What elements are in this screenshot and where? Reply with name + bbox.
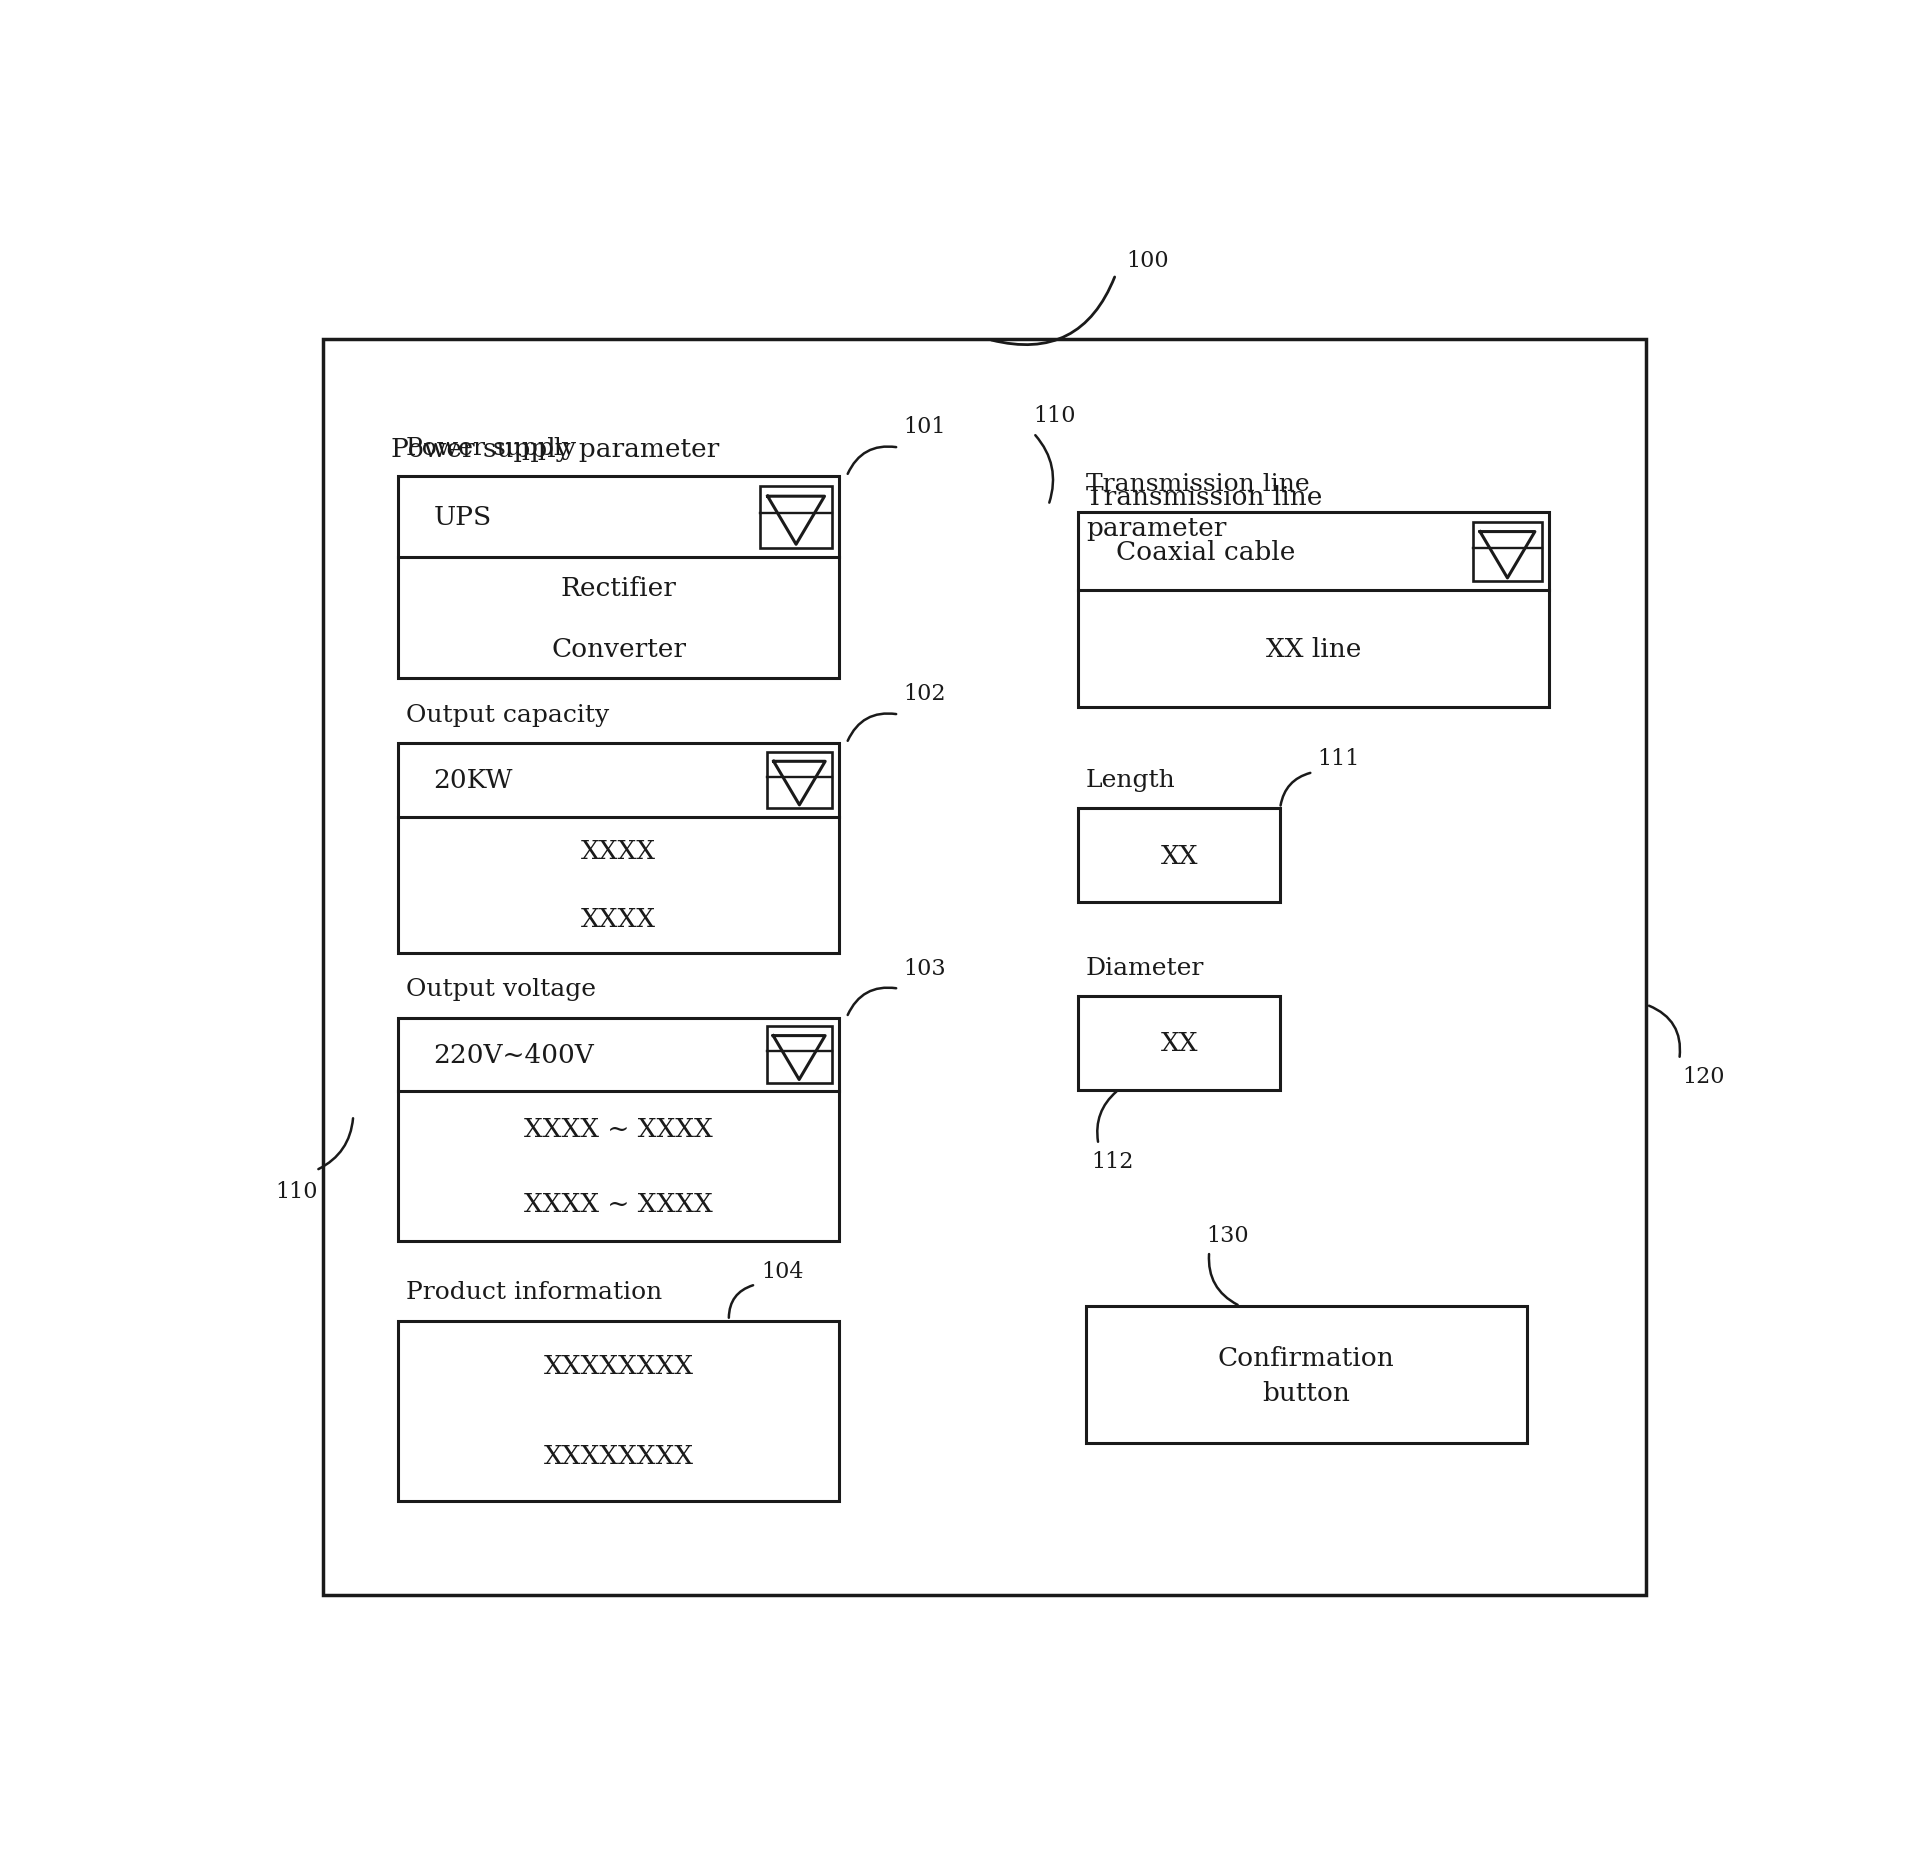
Bar	[397, 1320, 839, 1500]
Text: 102: 102	[903, 684, 945, 704]
Bar	[760, 487, 831, 549]
Text: 120: 120	[1682, 1066, 1725, 1088]
Bar	[766, 1026, 831, 1083]
FancyArrowPatch shape	[847, 989, 897, 1015]
Text: 103: 103	[903, 957, 945, 980]
Text: Transmission line
parameter: Transmission line parameter	[1086, 485, 1321, 539]
Bar	[1078, 996, 1281, 1090]
Bar	[397, 478, 839, 680]
FancyArrowPatch shape	[729, 1285, 752, 1319]
FancyArrowPatch shape	[1649, 1006, 1680, 1056]
Text: XXXX ~ XXXX: XXXX ~ XXXX	[525, 1116, 714, 1143]
Text: Confirmation
button: Confirmation button	[1217, 1345, 1395, 1405]
Text: Converter: Converter	[552, 637, 687, 661]
Bar	[1078, 513, 1549, 708]
FancyArrowPatch shape	[847, 714, 897, 742]
Bar	[1042, 463, 1601, 1234]
Bar	[397, 744, 839, 953]
Text: 130: 130	[1206, 1223, 1248, 1246]
Bar	[397, 1019, 839, 1242]
Bar	[324, 341, 1647, 1596]
Text: XXXX ~ XXXX: XXXX ~ XXXX	[525, 1191, 714, 1217]
FancyArrowPatch shape	[992, 277, 1115, 345]
Bar	[1474, 523, 1541, 583]
Text: 220V~400V: 220V~400V	[434, 1043, 594, 1068]
Text: Coaxial cable: Coaxial cable	[1117, 539, 1296, 564]
Text: XX: XX	[1161, 1030, 1198, 1056]
Text: Power supply parameter: Power supply parameter	[392, 436, 720, 463]
Text: 110: 110	[1034, 405, 1076, 427]
Text: Power supply: Power supply	[405, 436, 575, 461]
Text: UPS: UPS	[434, 506, 492, 530]
Text: Diameter: Diameter	[1086, 955, 1204, 980]
Text: Transmission line: Transmission line	[1086, 472, 1310, 496]
FancyArrowPatch shape	[847, 448, 897, 474]
Text: XXXX: XXXX	[581, 839, 656, 863]
Text: 111: 111	[1318, 747, 1360, 770]
Text: 112: 112	[1092, 1150, 1134, 1172]
Polygon shape	[768, 496, 824, 545]
FancyArrowPatch shape	[1281, 774, 1310, 805]
Polygon shape	[1480, 532, 1535, 579]
Polygon shape	[774, 1036, 826, 1081]
Bar	[353, 405, 959, 1551]
Bar	[1078, 809, 1281, 903]
Text: XX: XX	[1161, 843, 1198, 869]
Polygon shape	[774, 762, 826, 805]
FancyArrowPatch shape	[1209, 1255, 1238, 1305]
Text: XXXX: XXXX	[581, 907, 656, 931]
Bar	[1086, 1307, 1528, 1444]
FancyArrowPatch shape	[318, 1118, 353, 1169]
Text: XXXXXXXX: XXXXXXXX	[544, 1354, 694, 1379]
Text: XXXXXXXX: XXXXXXXX	[544, 1444, 694, 1468]
Text: XX line: XX line	[1265, 637, 1362, 661]
Text: 100: 100	[1127, 251, 1169, 272]
FancyArrowPatch shape	[1036, 436, 1053, 504]
Bar	[768, 753, 831, 809]
Text: 104: 104	[762, 1261, 804, 1281]
Text: Product information: Product information	[405, 1281, 662, 1304]
Text: Output capacity: Output capacity	[405, 704, 610, 727]
Text: 110: 110	[276, 1180, 318, 1202]
Text: 20KW: 20KW	[434, 768, 513, 792]
Text: 101: 101	[903, 416, 945, 438]
Text: Output voltage: Output voltage	[405, 978, 596, 1000]
Text: Length: Length	[1086, 768, 1175, 792]
FancyArrowPatch shape	[1098, 1092, 1117, 1143]
Text: Rectifier: Rectifier	[561, 575, 677, 601]
